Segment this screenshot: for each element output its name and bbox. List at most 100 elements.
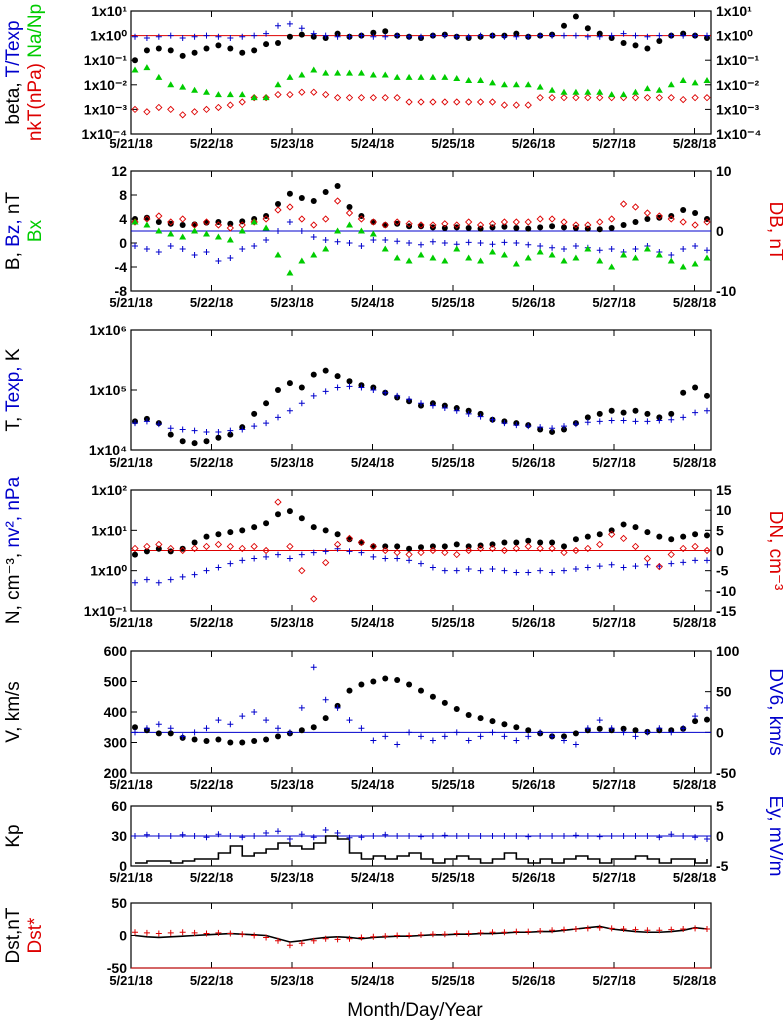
data-point bbox=[691, 94, 699, 102]
data-point bbox=[536, 83, 544, 90]
data-point bbox=[692, 243, 699, 249]
data-point bbox=[334, 936, 341, 943]
data-point bbox=[656, 214, 663, 221]
data-point bbox=[155, 227, 163, 234]
data-point bbox=[226, 101, 234, 109]
data-point bbox=[275, 414, 281, 421]
data-point bbox=[370, 933, 377, 940]
data-point bbox=[513, 225, 520, 231]
data-point bbox=[239, 713, 246, 720]
data-point bbox=[214, 221, 223, 229]
data-point bbox=[561, 733, 567, 740]
y-axis-label-part: N, cm⁻³, bbox=[3, 548, 24, 625]
data-point bbox=[489, 79, 496, 86]
y-axis-label-part: nv², nPa bbox=[3, 476, 24, 547]
data-point bbox=[167, 431, 174, 438]
data-point bbox=[513, 30, 520, 37]
data-point bbox=[608, 417, 615, 424]
data-point bbox=[608, 246, 615, 252]
data-point bbox=[310, 88, 318, 96]
data-point bbox=[179, 831, 186, 838]
data-point bbox=[572, 536, 579, 543]
data-point bbox=[656, 417, 663, 424]
data-point bbox=[692, 32, 699, 39]
panel-1: 1x10¹ 1x10⁰ 1x10⁻¹ 1x10⁻² 1x10⁻³ 1x10⁻⁴ 1x10¹ 1… bbox=[3, 3, 762, 151]
y-tick-label-right: -5 bbox=[716, 858, 729, 874]
data-point bbox=[203, 45, 210, 52]
data-point bbox=[405, 73, 413, 80]
data-point bbox=[406, 396, 413, 403]
data-point bbox=[155, 33, 162, 40]
data-point bbox=[655, 251, 663, 258]
x-tick-label: 5/25/18 bbox=[431, 615, 474, 630]
data-point bbox=[215, 434, 222, 441]
data-point bbox=[274, 206, 282, 214]
data-point bbox=[179, 215, 187, 223]
data-point bbox=[191, 833, 198, 839]
data-point bbox=[202, 218, 211, 226]
data-point bbox=[263, 830, 270, 836]
data-point bbox=[489, 248, 496, 255]
data-point bbox=[227, 255, 234, 261]
data-point bbox=[417, 98, 425, 106]
data-point bbox=[549, 428, 556, 435]
data-point bbox=[513, 539, 520, 546]
data-point bbox=[227, 529, 234, 536]
data-point bbox=[274, 498, 282, 506]
data-point bbox=[346, 240, 353, 246]
series-3 bbox=[131, 498, 711, 603]
x-tick-label: 5/22/18 bbox=[190, 870, 233, 885]
y-tick-label: 0 bbox=[119, 928, 127, 944]
data-point bbox=[418, 560, 424, 567]
data-point bbox=[143, 47, 150, 54]
data-point bbox=[643, 85, 651, 92]
x-tick-label: 5/28/18 bbox=[673, 973, 716, 988]
data-point bbox=[251, 410, 258, 417]
data-point bbox=[345, 534, 354, 543]
data-point bbox=[418, 833, 424, 840]
data-point bbox=[441, 931, 448, 938]
y-tick-label-right: 0 bbox=[716, 828, 724, 844]
data-point bbox=[382, 733, 389, 740]
x-tick-label: 5/22/18 bbox=[190, 777, 233, 792]
data-point bbox=[692, 409, 699, 416]
data-point bbox=[394, 833, 401, 839]
data-point bbox=[692, 531, 699, 538]
data-point bbox=[132, 243, 138, 249]
data-point bbox=[513, 33, 520, 40]
data-point bbox=[155, 730, 162, 737]
data-point bbox=[322, 245, 330, 252]
data-point bbox=[203, 88, 210, 95]
data-point bbox=[608, 32, 615, 39]
x-tick-label: 5/21/18 bbox=[109, 136, 152, 151]
data-point bbox=[572, 32, 579, 39]
data-point bbox=[215, 717, 222, 724]
data-point bbox=[632, 733, 639, 740]
data-point bbox=[668, 252, 675, 258]
data-point bbox=[143, 34, 150, 41]
data-point bbox=[549, 425, 556, 432]
data-point bbox=[429, 254, 437, 261]
data-point bbox=[298, 704, 305, 711]
data-point bbox=[668, 831, 675, 838]
y-tick-label: 1x10¹ bbox=[91, 3, 127, 19]
data-point bbox=[275, 551, 281, 558]
data-point bbox=[704, 247, 710, 254]
y-tick-label: 1x10⁻² bbox=[84, 77, 128, 93]
data-point bbox=[215, 42, 222, 49]
y-axis-label-right: DB, nT bbox=[765, 201, 783, 261]
data-point bbox=[465, 76, 473, 83]
y-axis-label-part: K bbox=[3, 348, 24, 361]
data-point bbox=[692, 834, 699, 841]
data-point bbox=[644, 216, 651, 222]
data-point bbox=[191, 539, 198, 546]
data-point bbox=[667, 550, 675, 559]
data-point bbox=[262, 94, 270, 102]
data-point bbox=[537, 243, 544, 249]
data-point bbox=[238, 544, 246, 553]
data-point bbox=[227, 427, 234, 434]
y-axis-label-part: Kp bbox=[3, 824, 24, 847]
data-point bbox=[549, 223, 556, 230]
data-point bbox=[512, 260, 520, 267]
data-point bbox=[667, 94, 675, 102]
